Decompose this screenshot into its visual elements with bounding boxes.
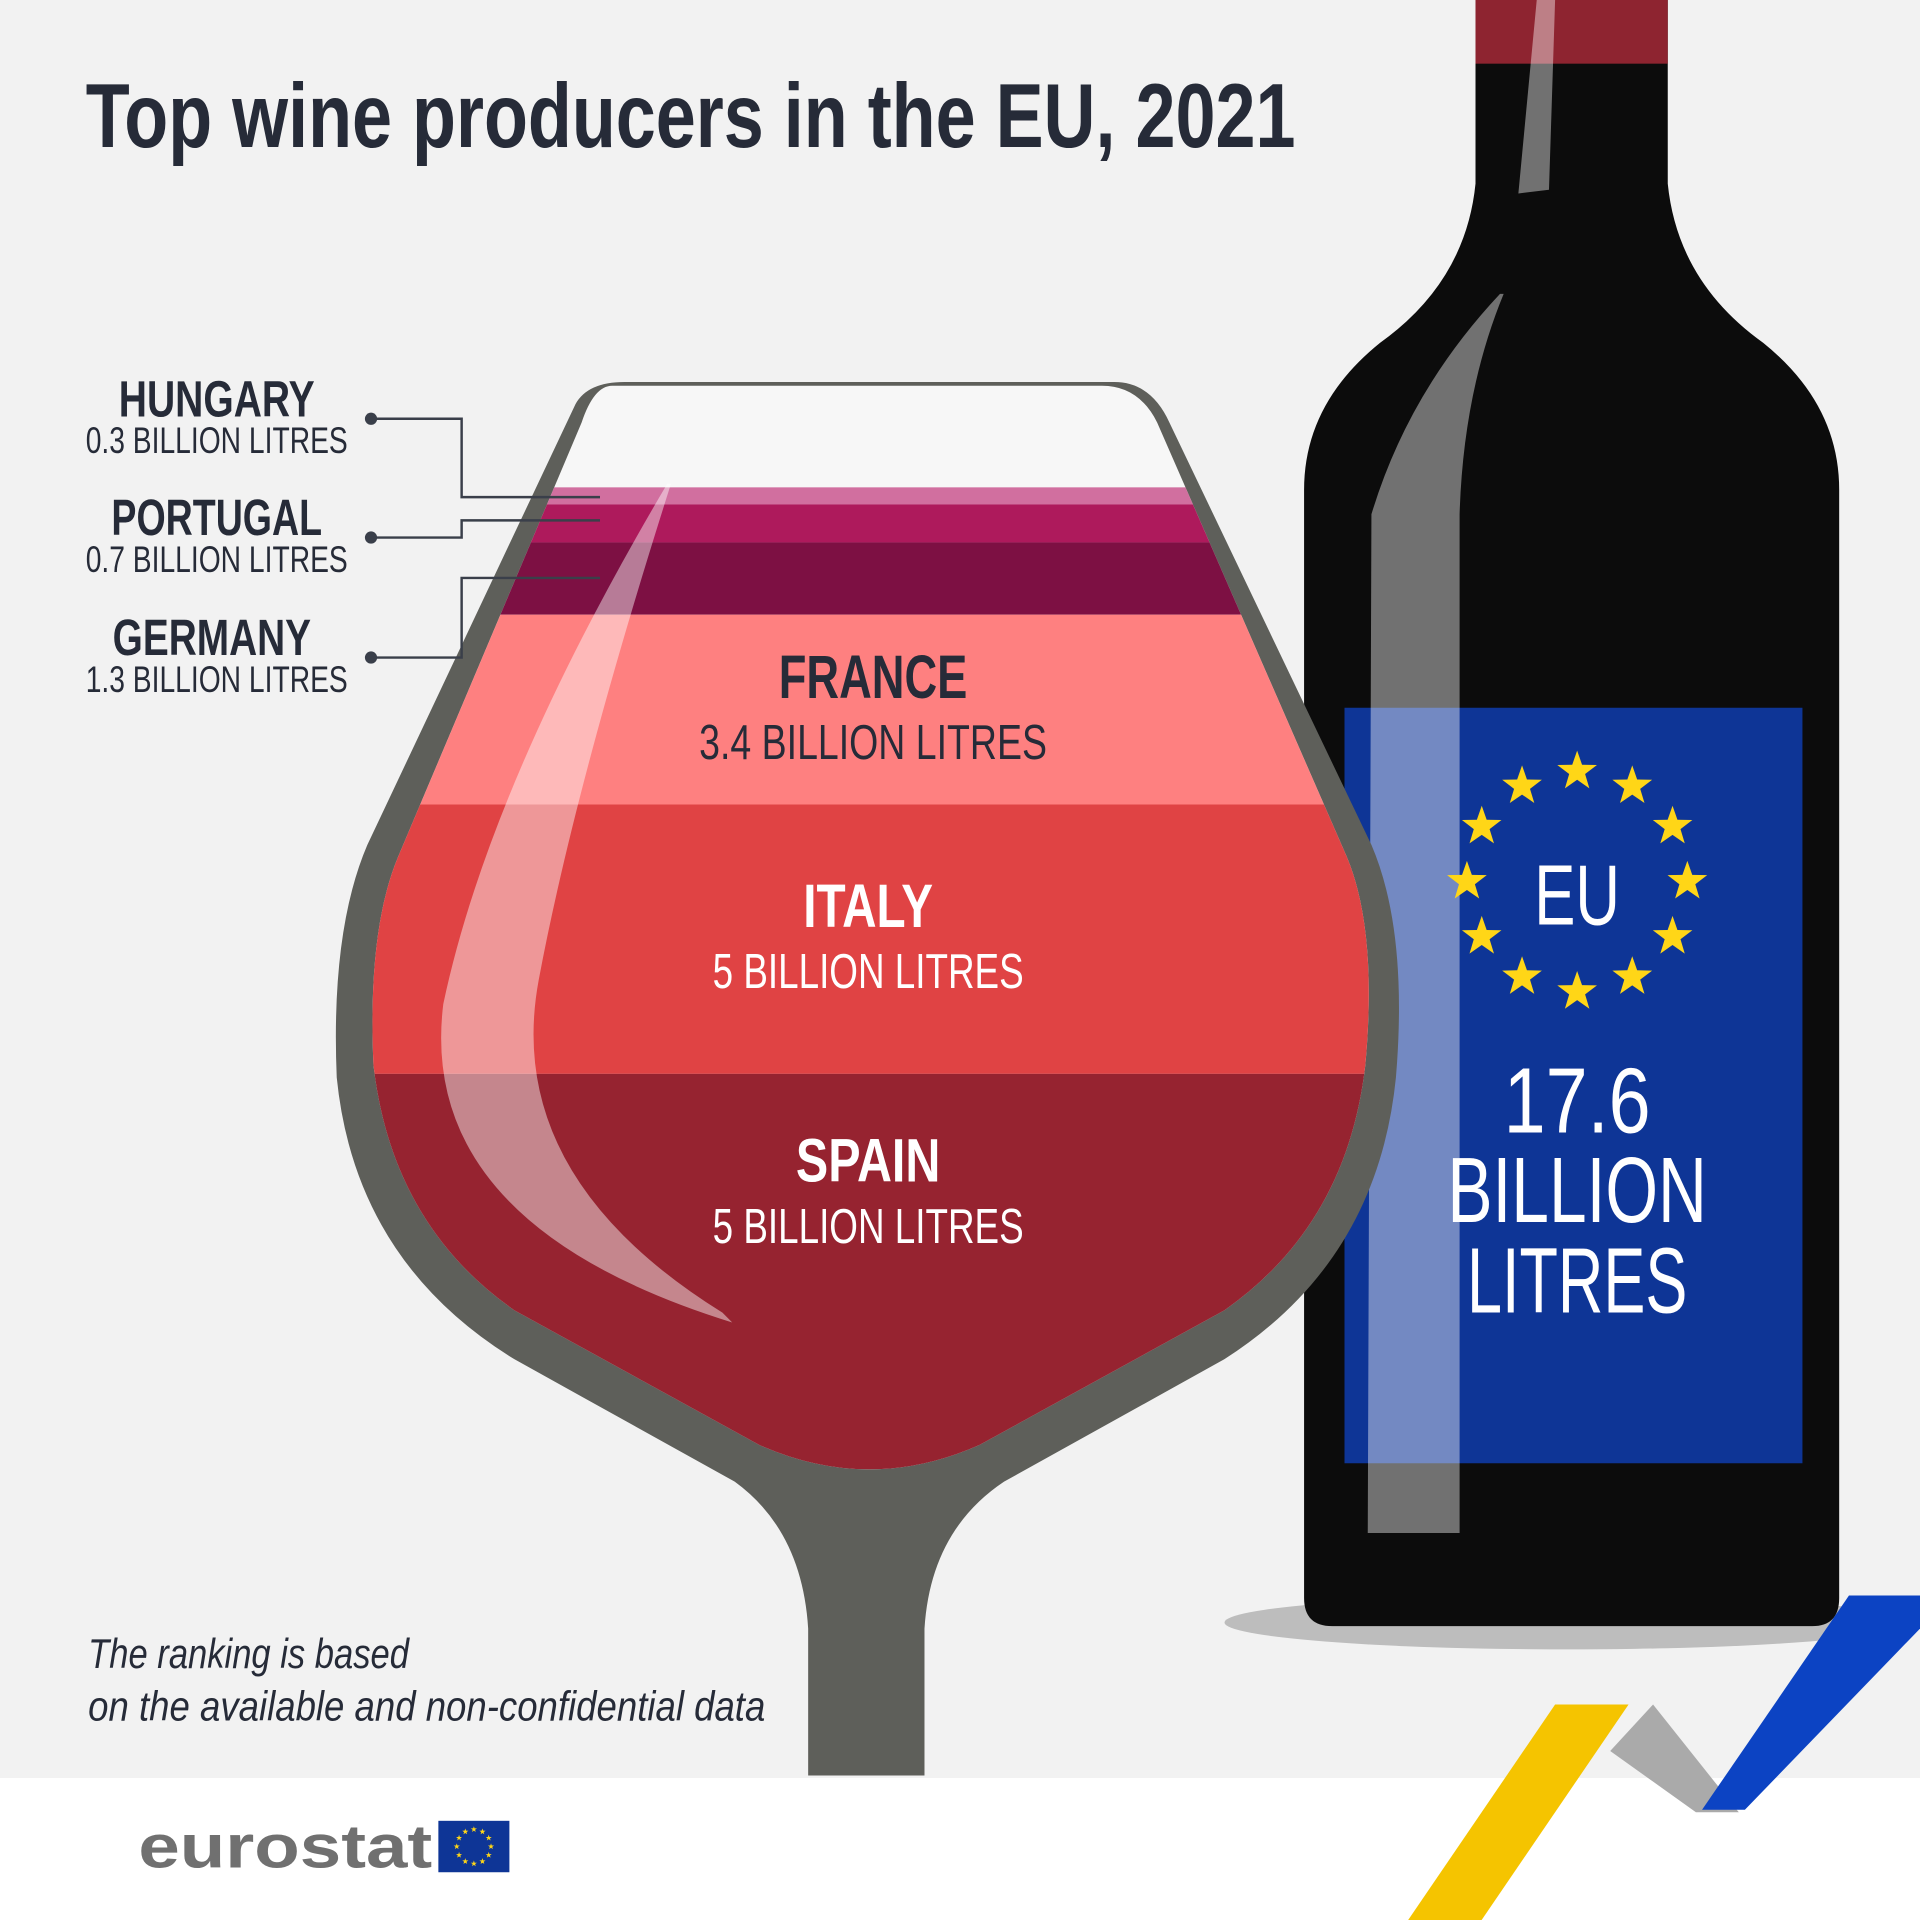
star: [462, 1858, 469, 1864]
star: [1461, 805, 1502, 844]
producer-amount: 5 BILLION LITRES: [713, 945, 1024, 999]
wine-layer: [372, 614, 1369, 805]
title: Top wine producers in the EU, 2021: [86, 66, 1296, 167]
footer-band: [0, 1777, 1920, 1920]
star: [487, 1843, 495, 1850]
logo: eurostat: [138, 1812, 432, 1880]
star: [485, 1851, 492, 1858]
star: [479, 1858, 486, 1864]
producer-amount: 3.4 BILLION LITRES: [699, 716, 1047, 770]
bottle-label-text: EU: [1534, 847, 1620, 943]
ribbon: [1702, 1595, 1920, 1810]
star: [1502, 956, 1542, 994]
star: [1461, 915, 1502, 954]
star: [1652, 915, 1693, 954]
producer-amount: 5 BILLION LITRES: [713, 1200, 1024, 1254]
leader-dot: [364, 651, 378, 664]
bottle-cap: [1475, 0, 1668, 64]
star: [479, 1828, 486, 1835]
wine-layer: [372, 804, 1369, 1074]
producer-name: SPAIN: [796, 1127, 940, 1195]
leader-dot: [364, 412, 378, 425]
star: [1612, 956, 1653, 994]
bottle-total: BILLION: [1447, 1138, 1707, 1242]
leader-lines: [371, 417, 600, 659]
producer-name: PORTUGAL: [111, 488, 322, 546]
star: [456, 1834, 462, 1841]
bottle-highlight: [1367, 0, 1556, 1534]
logo-flag-stars: [453, 1826, 495, 1867]
ribbon: [1408, 1704, 1629, 1920]
star: [1667, 860, 1708, 899]
bottle-label: [1344, 707, 1803, 1464]
ribbon: [1610, 1704, 1739, 1813]
star: [485, 1834, 492, 1841]
producer-amount: 1.3 BILLION LITRES: [86, 659, 348, 700]
producer-name: ITALY: [803, 872, 933, 940]
producer-amount: 0.3 BILLION LITRES: [86, 420, 348, 461]
star: [1557, 971, 1597, 1009]
star: [1557, 750, 1597, 789]
star: [462, 1828, 469, 1835]
note: The ranking is based: [88, 1630, 410, 1677]
star: [456, 1851, 462, 1858]
note: on the available and non-confidential da…: [88, 1682, 765, 1729]
glass-highlight: [441, 483, 733, 1323]
star: [470, 1860, 477, 1867]
star: [470, 1826, 477, 1832]
wine-layer: [372, 487, 1369, 505]
star: [1652, 805, 1693, 844]
producer-name: GERMANY: [113, 608, 311, 666]
producer-name: FRANCE: [779, 643, 968, 711]
star: [453, 1843, 460, 1850]
producer-amount: 0.7 BILLION LITRES: [86, 539, 348, 580]
star: [1502, 765, 1542, 804]
star: [1612, 765, 1653, 804]
eu-stars: [1447, 750, 1708, 1009]
bottle-total: 17.6: [1504, 1049, 1651, 1153]
bottle-total: LITRES: [1467, 1229, 1687, 1333]
star: [1447, 860, 1487, 899]
producer-name: HUNGARY: [119, 369, 315, 427]
leader-dot: [364, 531, 378, 544]
